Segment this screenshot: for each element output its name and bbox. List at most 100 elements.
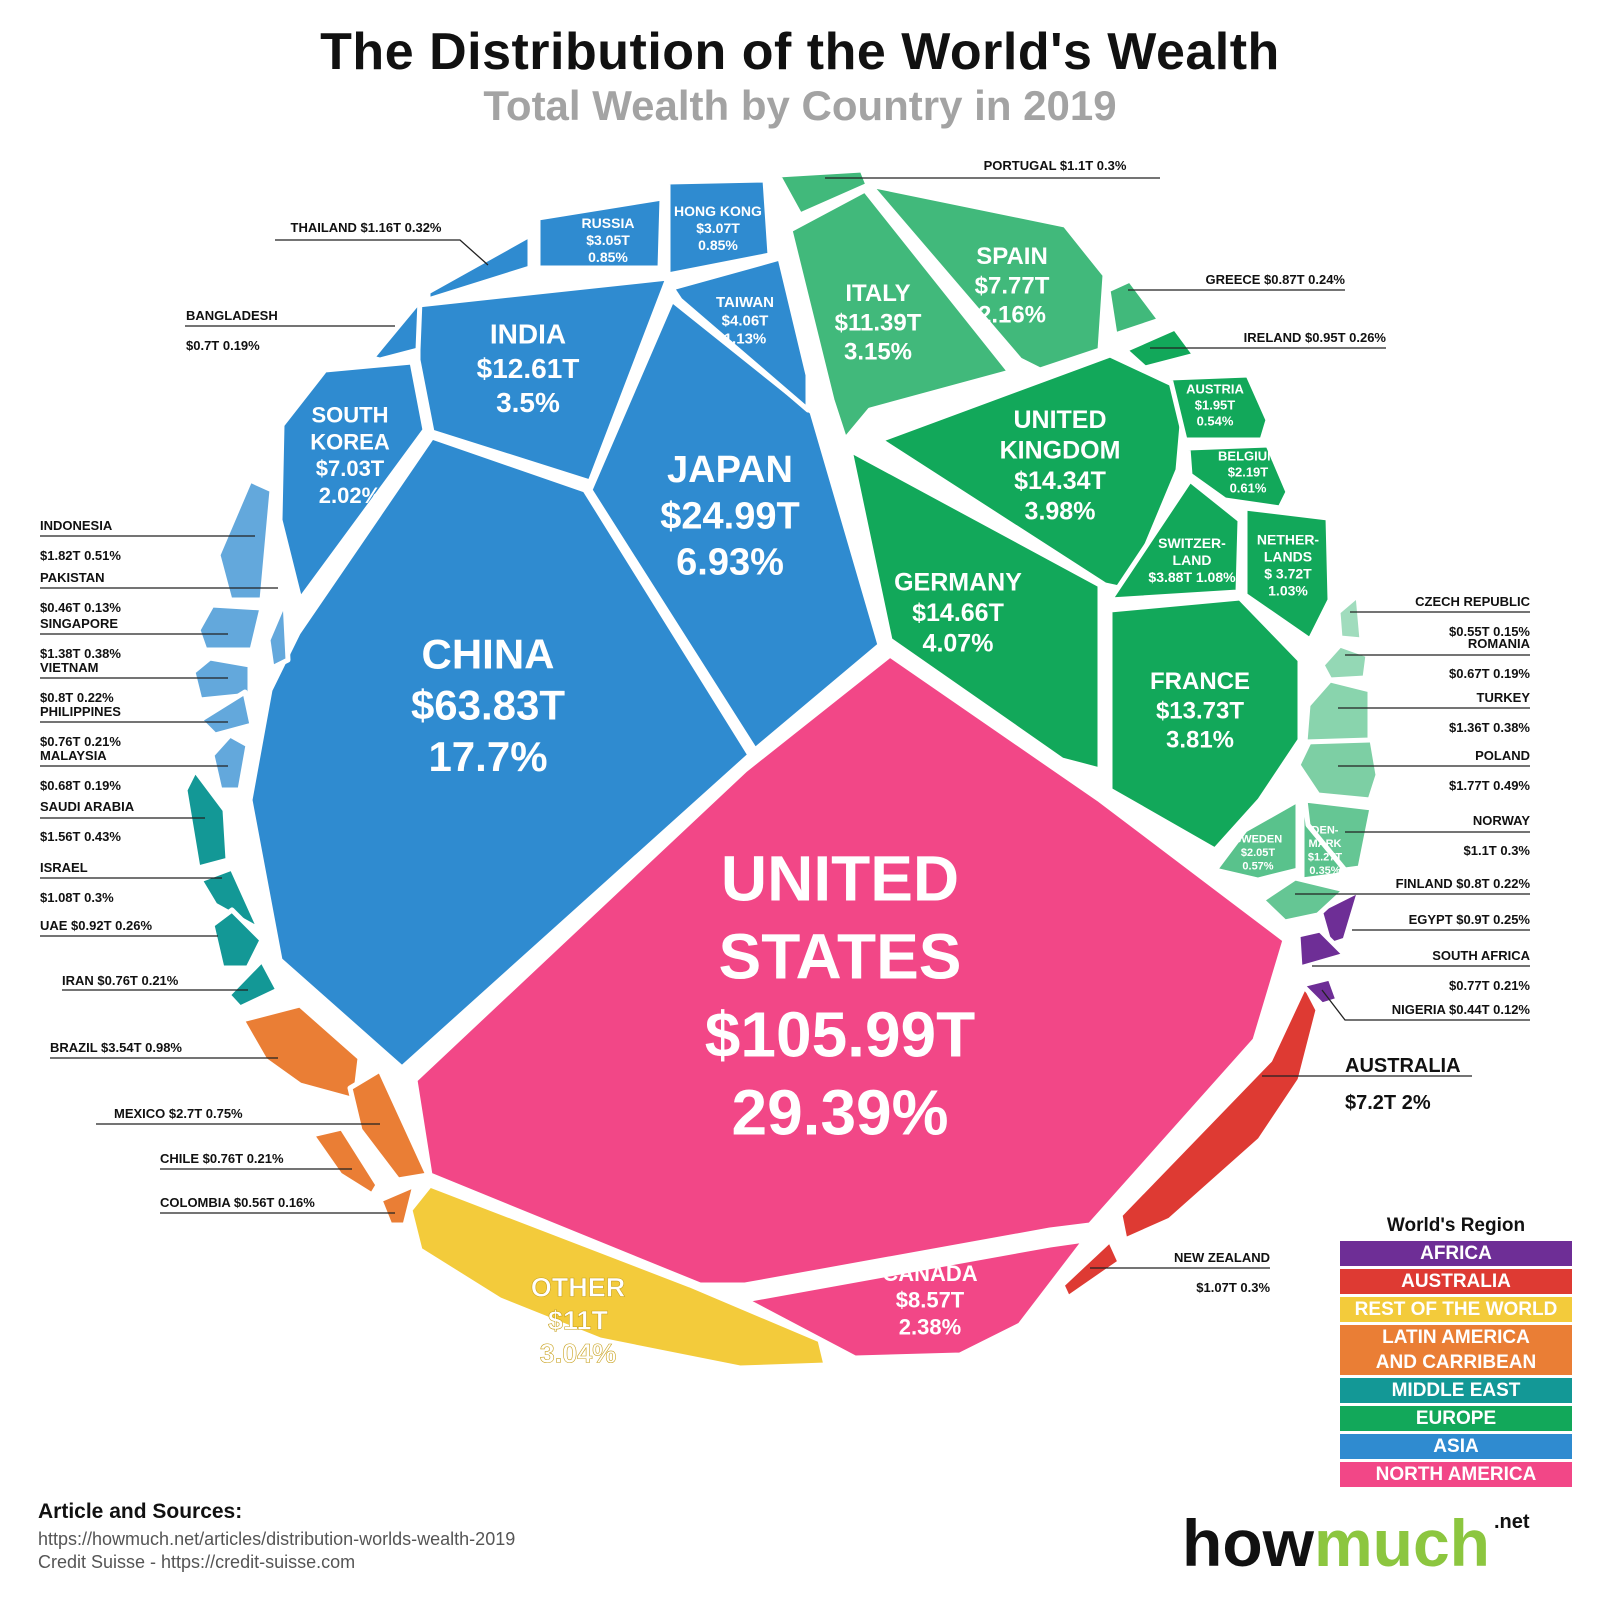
legend-item-middle-east: MIDDLE EAST — [1340, 1378, 1572, 1403]
label-netherlands: NETHER-LANDS $ 3.72T 1.03% — [1257, 531, 1320, 598]
label-egypt: EGYPT $0.9T 0.25% — [1409, 912, 1531, 927]
label-vietnam: VIETNAM $0.8T 0.22% — [40, 660, 114, 705]
chart-subtitle: Total Wealth by Country in 2019 — [483, 82, 1117, 129]
label-bangladesh: BANGLADESH $0.7T 0.19% — [186, 308, 278, 353]
chart-cells — [182, 167, 1381, 1371]
cell-spain — [867, 182, 1108, 373]
logo-tld: .net — [1494, 1511, 1530, 1533]
cell-czech-republic — [1335, 592, 1365, 643]
label-turkey: TURKEY $1.36T 0.38% — [1449, 690, 1530, 735]
label-philippines: PHILIPPINES $0.76T 0.21% — [40, 704, 121, 749]
cell-malaysia — [209, 732, 251, 793]
label-india: INDIA $12.61T 3.5% — [477, 319, 580, 418]
label-greece: GREECE $0.87T 0.24% — [1206, 272, 1346, 287]
cell-chile — [309, 1125, 381, 1198]
legend-item-australia: AUSTRALIA — [1340, 1269, 1572, 1294]
source-link[interactable]: https://howmuch.net/articles/distributio… — [38, 1529, 516, 1549]
label-colombia: COLOMBIA $0.56T 0.16% — [160, 1195, 315, 1210]
cell-vietnam — [190, 655, 253, 703]
legend-item-north-america: NORTH AMERICA — [1340, 1462, 1572, 1487]
cell-portugal — [775, 167, 871, 218]
cell-uk — [877, 352, 1188, 593]
label-indonesia: INDONESIA $1.82T 0.51% — [40, 518, 121, 563]
label-germany: GERMANY $14.66T 4.07% — [894, 568, 1022, 657]
cell-taiwan — [669, 255, 811, 413]
cell-us — [412, 652, 1288, 1288]
cell-pakistan — [265, 597, 291, 671]
logo-how: how — [1182, 1506, 1314, 1580]
cell-south-korea — [277, 359, 428, 603]
label-uae: UAE $0.92T 0.26% — [40, 918, 152, 933]
label-israel: ISRAEL $1.08T 0.3% — [40, 860, 114, 905]
legend-item-africa: AFRICA — [1340, 1241, 1572, 1266]
logo-much: much — [1313, 1506, 1490, 1580]
label-south-africa: SOUTH AFRICA $0.77T 0.21% — [1432, 948, 1530, 993]
cell-brazil — [239, 1002, 363, 1103]
label-spain: SPAIN $7.77T 2.16% — [975, 243, 1050, 329]
cell-romania — [1319, 642, 1371, 683]
cell-china — [247, 434, 753, 1071]
legend-item-europe: EUROPE — [1340, 1406, 1572, 1431]
label-finland: FINLAND $0.8T 0.22% — [1396, 876, 1531, 891]
cell-greece — [1105, 277, 1163, 338]
cell-hong-kong — [665, 177, 773, 278]
cell-australia — [1117, 982, 1321, 1243]
label-sweden: SWEDEN $2.05T 0.57% — [1234, 833, 1282, 872]
cell-sweden — [1212, 797, 1301, 883]
sources-block: Article and Sources: https://howmuch.net… — [38, 1500, 515, 1574]
cell-south-africa — [1295, 927, 1348, 971]
label-nigeria: NIGERIA $0.44T 0.12% — [1392, 1002, 1531, 1017]
label-iran: IRAN $0.76T 0.21% — [62, 973, 179, 988]
label-us: UNITED STATES $105.99T 29.39% — [705, 842, 975, 1148]
label-belgium: BELGIUM $2.19T 0.61% — [1218, 449, 1278, 496]
label-taiwan: TAIWAN $4.06T 1.13% — [716, 294, 774, 348]
label-portugal: PORTUGAL $1.1T 0.3% — [984, 158, 1127, 173]
label-malaysia: MALAYSIA $0.68T 0.19% — [40, 748, 121, 793]
cell-netherlands — [1242, 505, 1333, 643]
legend-title: World's Region — [1386, 1215, 1526, 1236]
label-china: CHINA $63.83T 17.7% — [411, 630, 565, 779]
cell-france — [1107, 595, 1303, 853]
label-other: OTHER $11T 3.04% — [531, 1273, 626, 1369]
cell-turkey — [1302, 677, 1373, 745]
label-romania: ROMANIA $0.67T 0.19% — [1449, 636, 1531, 681]
label-austria: AUSTRIA $1.95T 0.54% — [1186, 382, 1244, 429]
label-thailand: THAILAND $1.16T 0.32% — [291, 220, 442, 235]
legend-items: AFRICA AUSTRALIA REST OF THE WORLD LATIN AM… — [1340, 1241, 1572, 1487]
cell-new-zealand — [1059, 1237, 1123, 1301]
cell-saudi-arabia — [182, 767, 231, 871]
label-poland: POLAND $1.77T 0.49% — [1449, 748, 1530, 793]
cell-norway — [1302, 797, 1375, 873]
label-czech-republic: CZECH REPUBLIC $0.55T 0.15% — [1415, 594, 1530, 639]
cell-other — [407, 1182, 829, 1371]
label-ireland: IRELAND $0.95T 0.26% — [1244, 330, 1387, 345]
label-uk: UNITED KINGDOM $14.34T 3.98% — [1000, 406, 1121, 526]
label-switzerland: SWITZER-LAND $3.88T 1.08% — [1148, 535, 1236, 585]
cell-thailand — [425, 232, 533, 303]
label-norway: NORWAY $1.1T 0.3% — [1464, 813, 1531, 858]
source-credit[interactable]: Credit Suisse - https://credit-suisse.co… — [38, 1552, 356, 1572]
label-south-korea: SOUTH KOREA $7.03T 2.02% — [310, 402, 390, 508]
label-new-zealand: NEW ZEALAND $1.07T 0.3% — [1174, 1250, 1270, 1295]
cell-germany — [847, 447, 1103, 773]
sources-title: Article and Sources: — [38, 1500, 243, 1523]
cell-uae — [209, 907, 265, 971]
leader-thailand — [275, 239, 489, 266]
cell-japan — [587, 297, 883, 753]
leader-nigeria — [1321, 989, 1530, 1021]
chart-title: The Distribution of the World's Wealth — [320, 23, 1280, 81]
label-canada: CANADA $8.57T 2.38% — [882, 1261, 977, 1340]
legend-item-latin-america-and-carribean: LATIN AMERICA AND CARRIBEAN — [1340, 1325, 1572, 1375]
cell-poland — [1295, 737, 1381, 803]
label-brazil: BRAZIL $3.54T 0.98% — [50, 1040, 182, 1055]
howmuch-logo[interactable]: howmuch .net — [1182, 1505, 1530, 1581]
label-japan: JAPAN $24.99T 6.93% — [660, 449, 799, 584]
region-legend: World's Region AFRICA AUSTRALIA REST OF TH… — [1340, 1215, 1572, 1490]
cell-switzerland — [1107, 477, 1243, 603]
label-hong-kong: HONG KONG $3.07T 0.85% — [674, 203, 762, 253]
label-france: FRANCE $13.73T 3.81% — [1150, 668, 1250, 754]
cell-singapore — [195, 602, 265, 653]
legend-item-asia: ASIA — [1340, 1434, 1572, 1459]
cell-mexico — [347, 1067, 431, 1183]
